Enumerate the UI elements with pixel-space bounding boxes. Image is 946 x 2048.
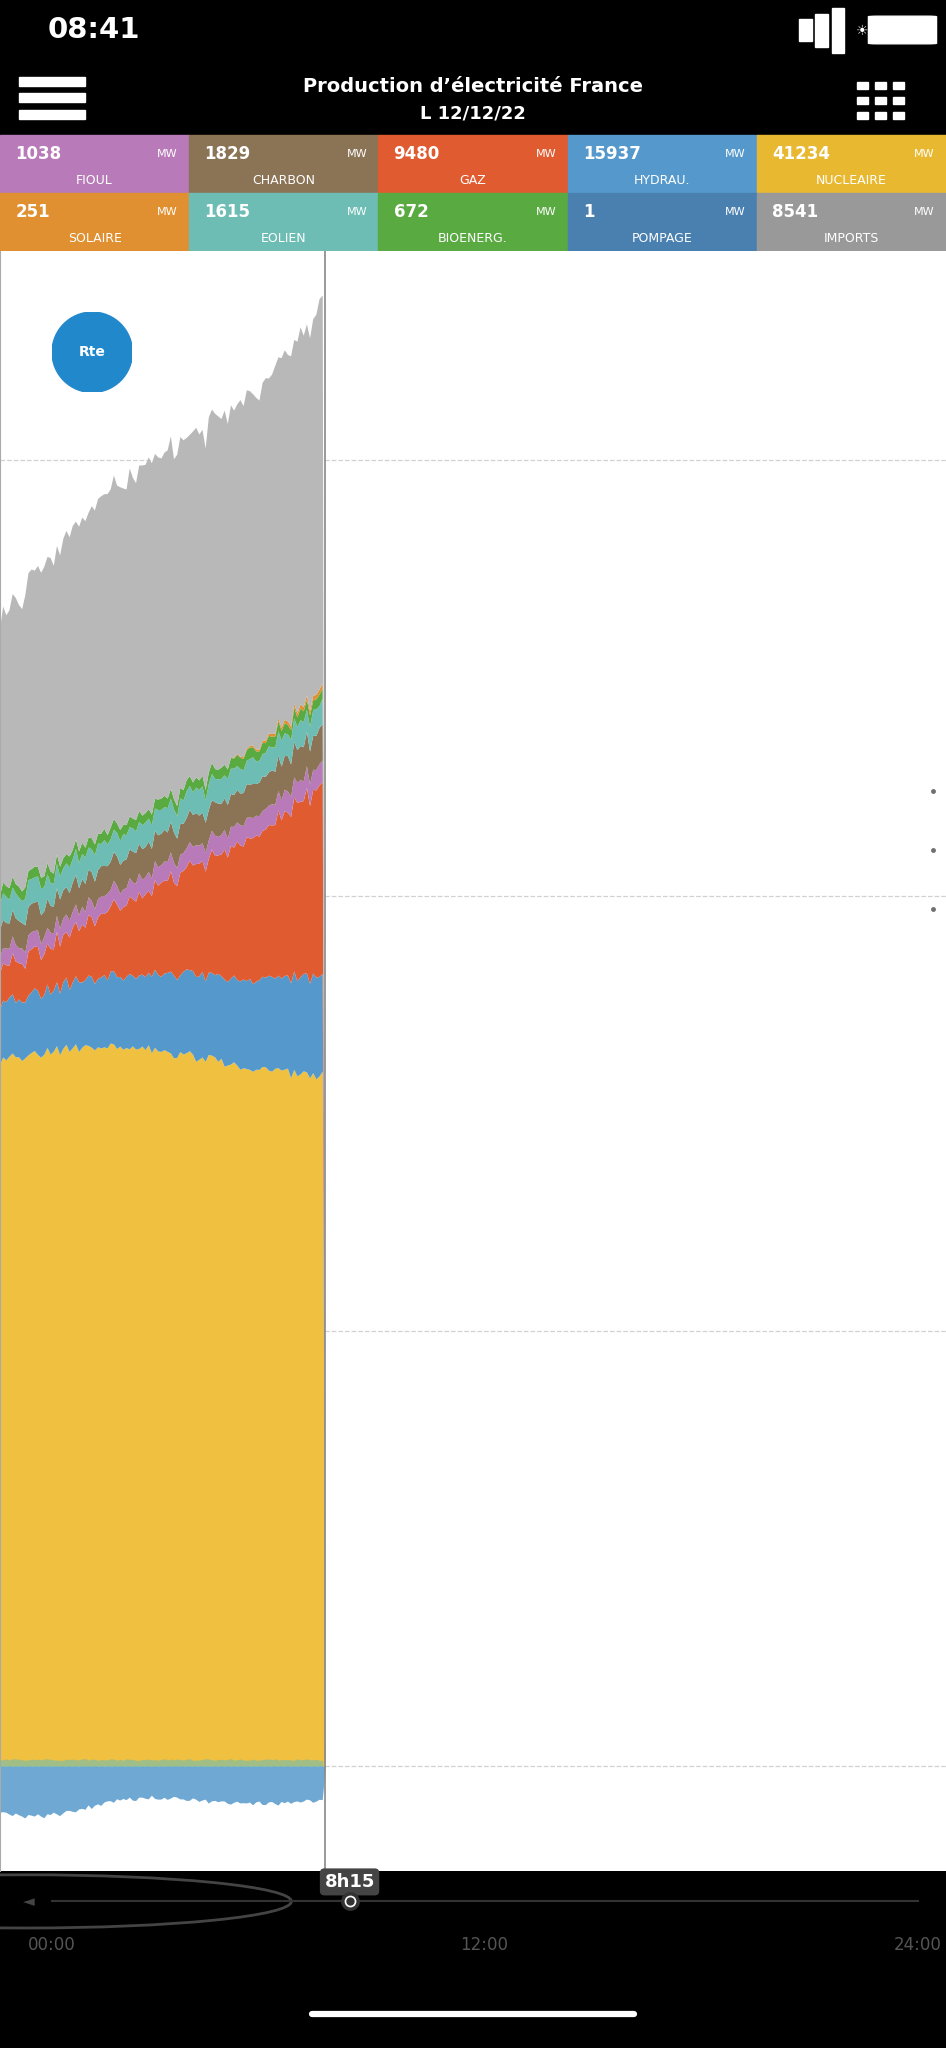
Text: 251: 251 xyxy=(15,203,50,221)
Text: ☀: ☀ xyxy=(856,25,868,39)
Bar xyxy=(19,109,85,119)
Text: 9480: 9480 xyxy=(394,145,440,162)
Text: MW: MW xyxy=(535,150,556,158)
Text: MW: MW xyxy=(157,207,178,217)
Bar xyxy=(0,135,189,193)
Bar xyxy=(857,96,868,104)
Text: 41234: 41234 xyxy=(772,145,830,162)
Text: 8h15: 8h15 xyxy=(324,1874,375,1890)
Text: 15937: 15937 xyxy=(583,145,640,162)
Text: 12:00: 12:00 xyxy=(461,1935,508,1954)
Text: 1615: 1615 xyxy=(204,203,251,221)
Bar xyxy=(19,76,85,86)
Bar xyxy=(893,96,904,104)
Text: L 12/12/22: L 12/12/22 xyxy=(420,104,526,123)
Bar xyxy=(378,135,568,193)
Text: BIOENERG.: BIOENERG. xyxy=(438,231,508,246)
Bar xyxy=(893,82,904,90)
Text: GAZ: GAZ xyxy=(460,174,486,186)
FancyBboxPatch shape xyxy=(868,16,937,43)
Text: EOLIEN: EOLIEN xyxy=(261,231,307,246)
Text: MW: MW xyxy=(346,150,367,158)
Text: 672: 672 xyxy=(394,203,429,221)
Text: IMPORTS: IMPORTS xyxy=(824,231,879,246)
Text: 24:00: 24:00 xyxy=(894,1935,941,1954)
Text: MW: MW xyxy=(725,207,745,217)
Bar xyxy=(0,193,189,252)
Bar xyxy=(568,193,757,252)
Bar xyxy=(927,25,935,37)
Text: 1829: 1829 xyxy=(204,145,251,162)
Bar xyxy=(378,193,568,252)
Bar xyxy=(832,8,844,53)
Bar xyxy=(875,96,886,104)
Text: POMPAGE: POMPAGE xyxy=(632,231,692,246)
Text: HYDRAU.: HYDRAU. xyxy=(634,174,691,186)
Bar xyxy=(799,20,812,41)
Bar xyxy=(568,135,757,193)
Text: MW: MW xyxy=(914,150,935,158)
Text: 8541: 8541 xyxy=(772,203,818,221)
Text: MW: MW xyxy=(346,207,367,217)
Bar xyxy=(189,135,378,193)
Text: 08:41: 08:41 xyxy=(47,16,140,43)
Text: MW: MW xyxy=(914,207,935,217)
Text: CHARBON: CHARBON xyxy=(253,174,315,186)
Bar xyxy=(857,113,868,119)
Bar xyxy=(19,92,85,102)
Bar xyxy=(875,82,886,90)
Text: MW: MW xyxy=(535,207,556,217)
Bar xyxy=(875,113,886,119)
Text: FIOUL: FIOUL xyxy=(77,174,113,186)
Bar xyxy=(893,113,904,119)
Bar xyxy=(857,82,868,90)
Text: 1: 1 xyxy=(583,203,594,221)
Bar xyxy=(815,14,828,47)
Text: ◄: ◄ xyxy=(24,1894,35,1909)
Bar xyxy=(189,193,378,252)
Text: MW: MW xyxy=(725,150,745,158)
Text: MW: MW xyxy=(157,150,178,158)
Text: Production d’électricité France: Production d’électricité France xyxy=(303,76,643,96)
Text: SOLAIRE: SOLAIRE xyxy=(68,231,121,246)
Text: NUCLEAIRE: NUCLEAIRE xyxy=(816,174,886,186)
Bar xyxy=(757,193,946,252)
Bar xyxy=(757,135,946,193)
Text: 1038: 1038 xyxy=(15,145,61,162)
Text: 00:00: 00:00 xyxy=(28,1935,76,1954)
